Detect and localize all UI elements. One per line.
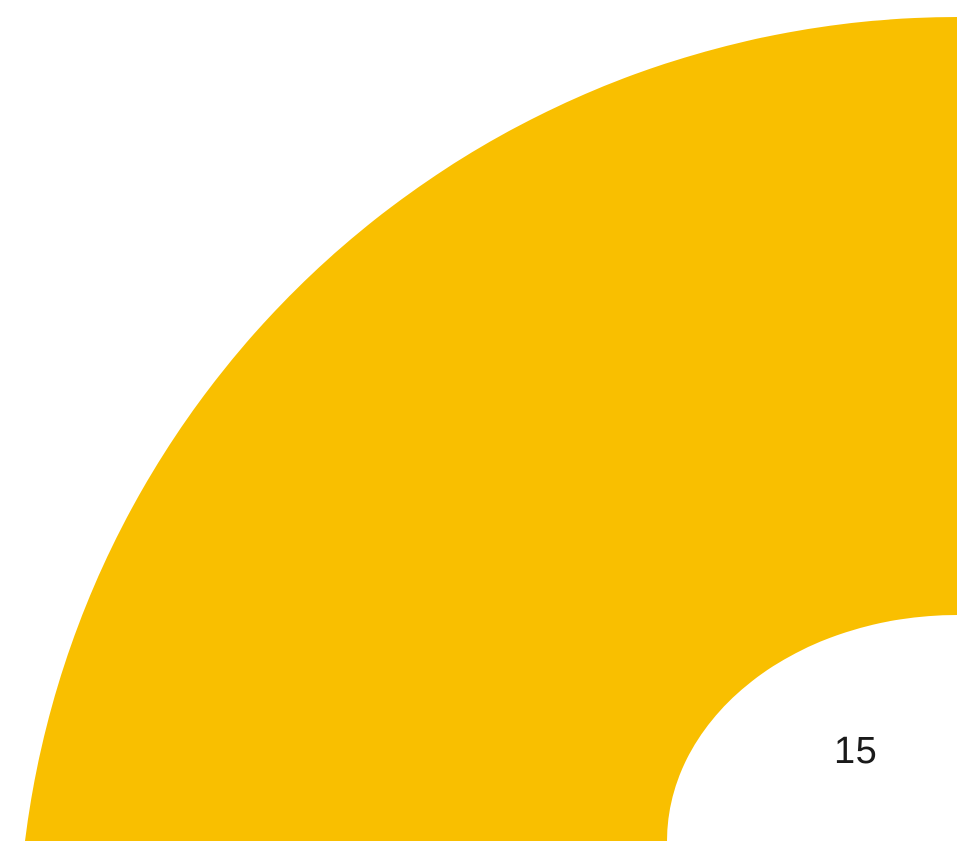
page-number: 15 xyxy=(834,730,878,772)
decorative-arc-band xyxy=(25,17,957,841)
